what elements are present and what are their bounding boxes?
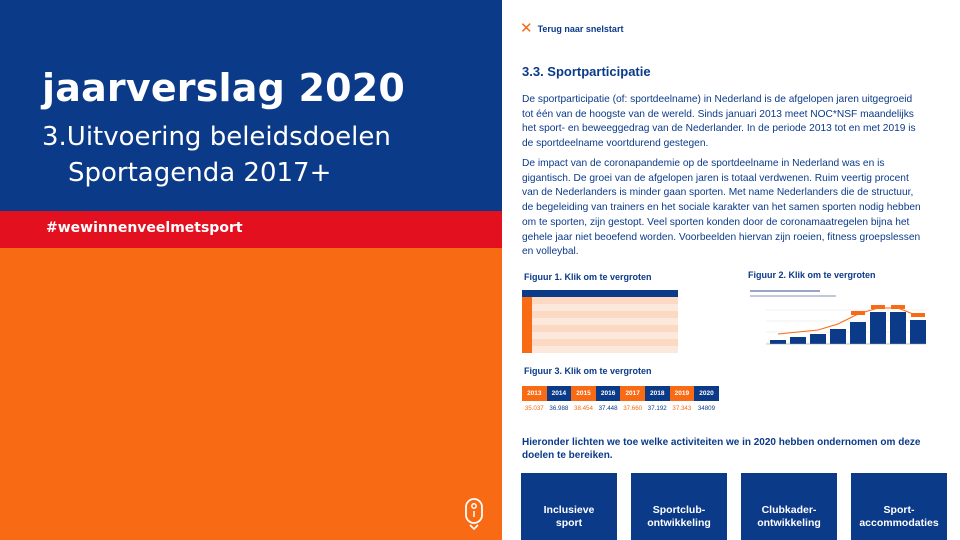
scroll-down-icon[interactable] xyxy=(463,497,485,531)
activity-tiles: Inclusieve sport Sportclub-ontwikkeling C… xyxy=(521,473,947,540)
tile-sportclub-ontwikkeling[interactable]: Sportclub-ontwikkeling xyxy=(631,473,727,540)
fig2-marker xyxy=(871,305,885,309)
figure1-thumbnail-table[interactable] xyxy=(522,290,678,353)
figure3-year-row: 2013 2014 2015 2016 2017 2018 2019 2020 xyxy=(522,386,719,401)
figure3-value-row: 35.037 36.988 38.454 37.448 37.660 37.192 37.3… xyxy=(522,401,719,415)
chapter-title-line2: Sportagenda 2017+ xyxy=(68,158,332,188)
right-panel: ✕ Terug naar snelstart 3.3. Sportpartici… xyxy=(502,0,960,540)
fig2-bar xyxy=(890,312,906,344)
tile-line2: sport xyxy=(555,516,583,529)
figure3-value-cell: 37.343 xyxy=(672,404,692,412)
figure3-year-cell: 2013 xyxy=(522,386,547,401)
figure3-value-cell: 34809 xyxy=(697,404,716,412)
tile-line1: Clubkader- xyxy=(761,504,817,516)
figure3-value-cell: 37.192 xyxy=(647,404,667,412)
header-blue-block xyxy=(0,0,502,211)
figure2-thumbnail-chart[interactable] xyxy=(748,288,944,354)
tile-line1: Inclusieve xyxy=(543,504,595,516)
figure3-year-cell: 2015 xyxy=(571,386,596,401)
figure2-link[interactable]: Figuur 2. Klik om te vergroten xyxy=(748,270,876,280)
figure3-value-cell: 37.660 xyxy=(623,404,643,412)
orange-block xyxy=(0,248,502,540)
figure3-table[interactable]: 2013 2014 2015 2016 2017 2018 2019 2020 35.037 3… xyxy=(522,386,719,415)
close-x-icon: ✕ xyxy=(520,20,533,37)
report-title: jaarverslag 2020 xyxy=(42,66,406,110)
fig2-marker xyxy=(851,311,865,315)
fig2-bar xyxy=(850,322,866,344)
paragraph-1: De sportparticipatie (of: sportdeelname)… xyxy=(522,94,916,150)
fig2-marker xyxy=(911,313,925,317)
fig2-bar xyxy=(830,329,846,344)
back-to-quickstart-link[interactable]: ✕ Terug naar snelstart xyxy=(520,20,624,37)
back-link-label: Terug naar snelstart xyxy=(537,24,624,34)
figure3-year-cell: 2017 xyxy=(620,386,645,401)
fig2-bar xyxy=(790,337,806,344)
tile-line1: Sport- xyxy=(883,504,915,516)
figure3-value-cell: 38.454 xyxy=(574,404,593,412)
fig2-bar xyxy=(810,334,826,344)
figure3-value-cell: 36.988 xyxy=(549,404,569,412)
fig2-legend-line xyxy=(750,290,820,292)
figure1-link[interactable]: Figuur 1. Klik om te vergroten xyxy=(524,272,652,282)
figure3-value-cell: 37.448 xyxy=(598,404,618,412)
tile-clubkader-ontwikkeling[interactable]: Clubkader-ontwikkeling xyxy=(741,473,837,540)
fig2-bar xyxy=(870,312,886,344)
figure3-year-cell: 2019 xyxy=(669,386,695,401)
tile-line2: ontwikkeling xyxy=(647,516,711,529)
figure3-link[interactable]: Figuur 3. Klik om te vergroten xyxy=(524,366,652,376)
fig2-bar xyxy=(770,340,786,344)
activities-intro: Hieronder lichten we toe welke activitei… xyxy=(522,437,921,461)
figure3-value-cell: 35.037 xyxy=(524,404,544,412)
chapter-title-line1: 3.Uitvoering beleidsdoelen xyxy=(42,122,391,152)
tile-inclusieve-sport[interactable]: Inclusieve sport xyxy=(521,473,617,540)
fig2-marker xyxy=(891,305,905,309)
tile-line1: Sportclub- xyxy=(652,504,706,516)
tile-sport-accommodaties[interactable]: Sport-accommodaties xyxy=(851,473,947,540)
figure3-year-cell: 2014 xyxy=(546,386,572,401)
fig2-legend-line xyxy=(750,295,836,297)
hashtag: #wewinnenveelmetsport xyxy=(46,220,243,236)
figure3-year-cell: 2016 xyxy=(595,386,621,401)
fig2-bar xyxy=(910,320,926,344)
left-panel: jaarverslag 2020 3.Uitvoering beleidsdoe… xyxy=(0,0,502,540)
section-title: 3.3. Sportparticipatie xyxy=(522,64,651,79)
paragraph-2: De impact van de coronapandemie op de sp… xyxy=(522,158,921,258)
figure3-year-cell: 2018 xyxy=(644,386,670,401)
hashtag-band xyxy=(0,211,502,248)
tile-line2: accommodaties xyxy=(859,516,939,529)
tile-line2: ontwikkeling xyxy=(757,516,821,529)
figure3-year-cell: 2020 xyxy=(694,386,719,401)
